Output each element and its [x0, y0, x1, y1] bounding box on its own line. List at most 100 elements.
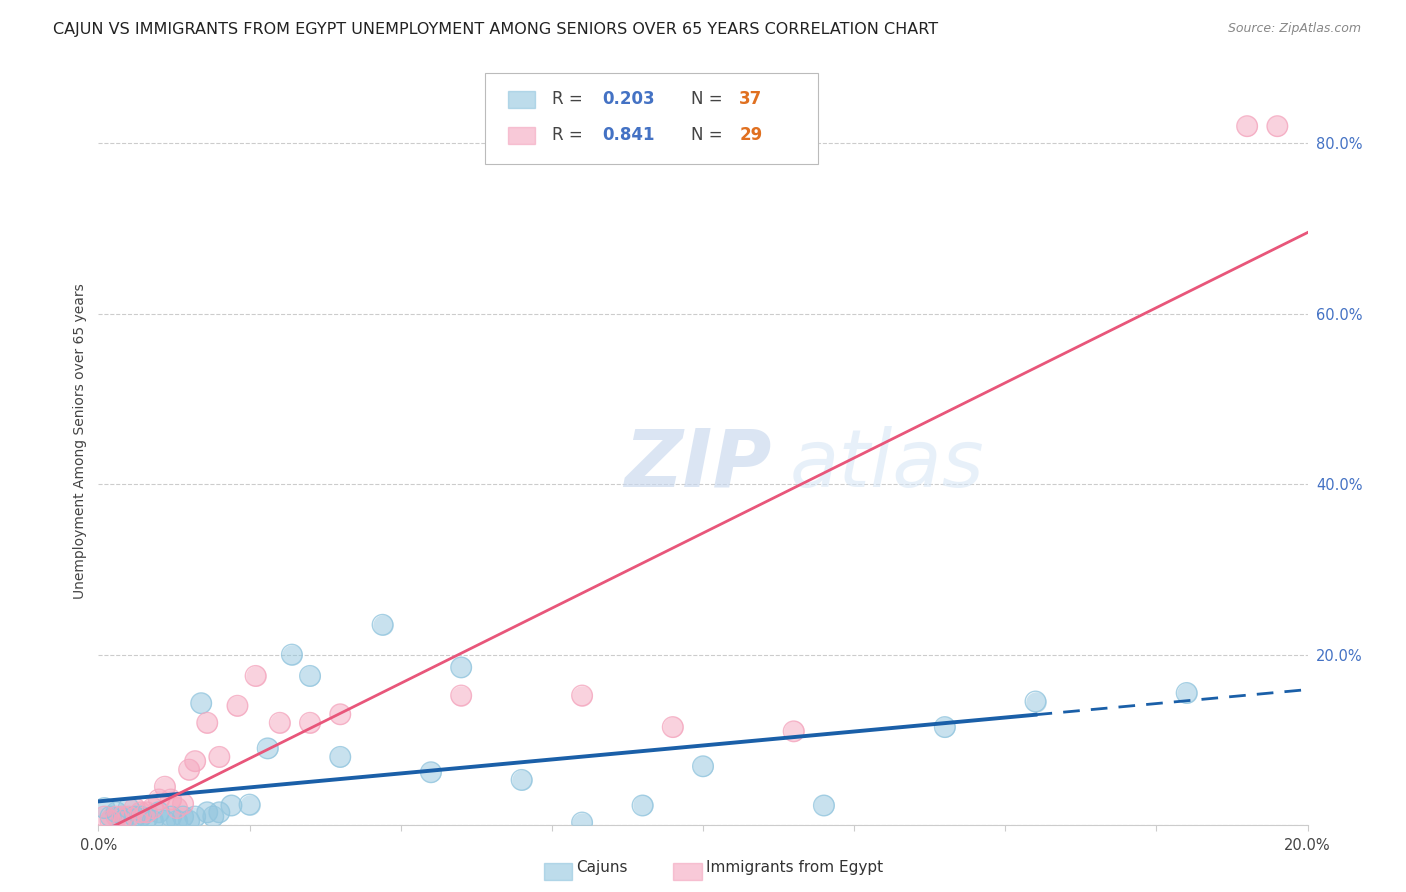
- Point: [184, 809, 207, 823]
- Point: [934, 720, 956, 734]
- Point: [450, 660, 472, 674]
- Point: [118, 801, 141, 815]
- Text: 0.841: 0.841: [603, 126, 655, 144]
- Point: [450, 660, 472, 674]
- Point: [118, 809, 141, 823]
- Point: [111, 814, 134, 828]
- Point: [93, 809, 115, 823]
- Point: [221, 798, 243, 813]
- Point: [148, 792, 170, 806]
- Point: [160, 792, 183, 806]
- Text: Cajuns: Cajuns: [576, 860, 628, 874]
- Point: [111, 814, 134, 828]
- Point: [1267, 119, 1289, 133]
- Point: [124, 801, 146, 815]
- Text: ZIP: ZIP: [624, 425, 772, 504]
- Point: [135, 805, 157, 820]
- Point: [190, 696, 212, 710]
- Point: [661, 720, 683, 734]
- Text: 29: 29: [740, 126, 762, 144]
- Point: [172, 797, 194, 811]
- Text: N =: N =: [690, 126, 728, 144]
- Point: [124, 801, 146, 815]
- Point: [571, 689, 593, 703]
- Point: [153, 814, 176, 828]
- Point: [124, 809, 146, 823]
- Point: [105, 805, 128, 820]
- Point: [184, 754, 207, 768]
- Point: [692, 759, 714, 773]
- Point: [135, 811, 157, 825]
- Point: [281, 648, 304, 662]
- Point: [105, 809, 128, 823]
- Text: 0.203: 0.203: [603, 89, 655, 108]
- Point: [450, 689, 472, 703]
- Point: [172, 809, 194, 823]
- Point: [153, 780, 176, 794]
- Point: [226, 698, 249, 713]
- Text: Source: ZipAtlas.com: Source: ZipAtlas.com: [1227, 22, 1361, 36]
- Point: [166, 801, 188, 815]
- Point: [631, 798, 654, 813]
- Point: [179, 814, 201, 828]
- Point: [1175, 686, 1198, 700]
- Point: [111, 809, 134, 823]
- Point: [93, 801, 115, 815]
- Point: [329, 750, 352, 764]
- Point: [135, 805, 157, 820]
- Point: [571, 815, 593, 830]
- Point: [118, 801, 141, 815]
- Point: [1236, 119, 1258, 133]
- Point: [142, 814, 165, 828]
- Point: [269, 715, 291, 730]
- Point: [105, 809, 128, 823]
- Point: [100, 809, 122, 823]
- Point: [124, 809, 146, 823]
- Point: [299, 715, 322, 730]
- Text: R =: R =: [551, 89, 588, 108]
- Point: [208, 805, 231, 820]
- Point: [208, 750, 231, 764]
- Point: [239, 797, 262, 812]
- Text: 37: 37: [740, 89, 762, 108]
- Point: [135, 811, 157, 825]
- Point: [692, 759, 714, 773]
- Point: [1024, 694, 1046, 708]
- Point: [100, 809, 122, 823]
- Point: [129, 809, 152, 823]
- Point: [105, 805, 128, 820]
- Point: [934, 720, 956, 734]
- FancyBboxPatch shape: [509, 127, 534, 144]
- Point: [172, 797, 194, 811]
- Text: N =: N =: [690, 89, 728, 108]
- Point: [202, 809, 225, 823]
- Point: [571, 689, 593, 703]
- Point: [226, 698, 249, 713]
- Point: [179, 814, 201, 828]
- Point: [100, 814, 122, 828]
- Text: Immigrants from Egypt: Immigrants from Egypt: [706, 860, 883, 874]
- Point: [1267, 119, 1289, 133]
- Point: [329, 707, 352, 722]
- Point: [148, 792, 170, 806]
- Point: [783, 724, 806, 739]
- Point: [166, 801, 188, 815]
- Point: [195, 715, 218, 730]
- Point: [783, 724, 806, 739]
- FancyBboxPatch shape: [509, 91, 534, 108]
- Point: [329, 750, 352, 764]
- Point: [195, 715, 218, 730]
- Point: [129, 805, 152, 820]
- Point: [813, 798, 835, 813]
- Point: [281, 648, 304, 662]
- Point: [129, 809, 152, 823]
- FancyBboxPatch shape: [485, 73, 818, 164]
- Point: [371, 617, 394, 632]
- Point: [148, 805, 170, 820]
- Point: [195, 805, 218, 820]
- Point: [239, 797, 262, 812]
- Point: [93, 809, 115, 823]
- Point: [166, 814, 188, 828]
- Point: [142, 801, 165, 815]
- Point: [160, 809, 183, 823]
